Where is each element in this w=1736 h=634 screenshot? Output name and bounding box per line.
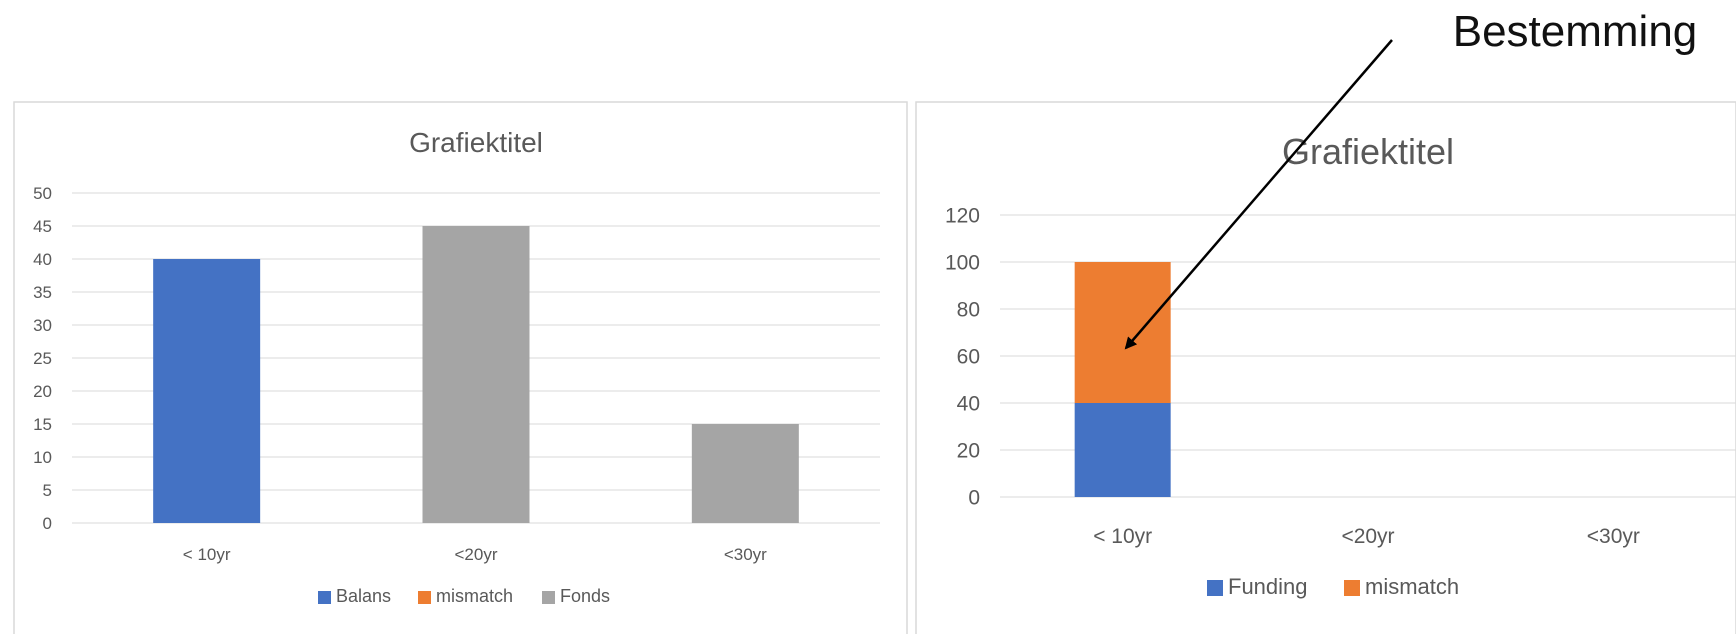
chart-funding-mismatch: Grafiektitel 0 20 40 60 80 100 120 < 10yr <20yr <3…: [915, 101, 1736, 634]
legend-label-funding: Funding: [1228, 574, 1308, 599]
y-tick-label: 0: [968, 486, 980, 509]
y-tick-label: 50: [33, 184, 52, 203]
bar-fonds-1: [422, 226, 530, 523]
annotation-bestemming: Bestemming: [1124, 7, 1698, 350]
legend-swatch-fonds: [542, 591, 555, 604]
y-tick-label: 40: [33, 250, 52, 269]
legend-label-fonds: Fonds: [560, 586, 610, 606]
bar-balans-0: [153, 259, 261, 523]
y-tick-label: 35: [33, 283, 52, 302]
legend-swatch-mismatch: [418, 591, 431, 604]
y-tick-label: 0: [43, 514, 52, 533]
bar-mismatch-0: [1074, 262, 1171, 403]
y-tick-label: 100: [945, 251, 980, 274]
x-tick-label: <20yr: [1341, 525, 1394, 548]
y-tick-label: 25: [33, 349, 52, 368]
y-tick-label: 120: [945, 204, 980, 227]
chart-frame: [915, 101, 1736, 634]
chart-title: Grafiektitel: [1282, 131, 1454, 172]
y-tick-label: 80: [957, 298, 980, 321]
y-tick-label: 20: [957, 439, 980, 462]
legend-swatch-funding: [1207, 580, 1223, 596]
legend-swatch-mismatch: [1344, 580, 1360, 596]
x-tick-label: < 10yr: [183, 545, 231, 564]
y-tick-label: 10: [33, 448, 52, 467]
bar-fonds-2: [691, 424, 799, 523]
annotation-label: Bestemming: [1453, 7, 1698, 56]
bar-funding-0: [1074, 403, 1171, 497]
chart-balans-fonds: Grafiektitel 0 5 10 15 20 25 30 35 40 45 50 < 10yr <2…: [13, 101, 908, 634]
y-tick-label: 15: [33, 415, 52, 434]
y-tick-label: 5: [43, 481, 52, 500]
legend-swatch-balans: [318, 591, 331, 604]
legend-label-mismatch: mismatch: [1365, 574, 1459, 599]
legend-label-mismatch: mismatch: [436, 586, 513, 606]
y-tick-label: 20: [33, 382, 52, 401]
y-tick-label: 40: [957, 392, 980, 415]
chart-title: Grafiektitel: [409, 127, 543, 158]
legend-label-balans: Balans: [336, 586, 391, 606]
y-tick-label: 60: [957, 345, 980, 368]
x-tick-label: <30yr: [724, 545, 767, 564]
annotation-arrow: [1124, 39, 1393, 350]
x-tick-label: <30yr: [1587, 525, 1640, 548]
x-tick-label: < 10yr: [1093, 525, 1152, 548]
x-tick-label: <20yr: [455, 545, 498, 564]
y-tick-label: 45: [33, 217, 52, 236]
y-tick-label: 30: [33, 316, 52, 335]
